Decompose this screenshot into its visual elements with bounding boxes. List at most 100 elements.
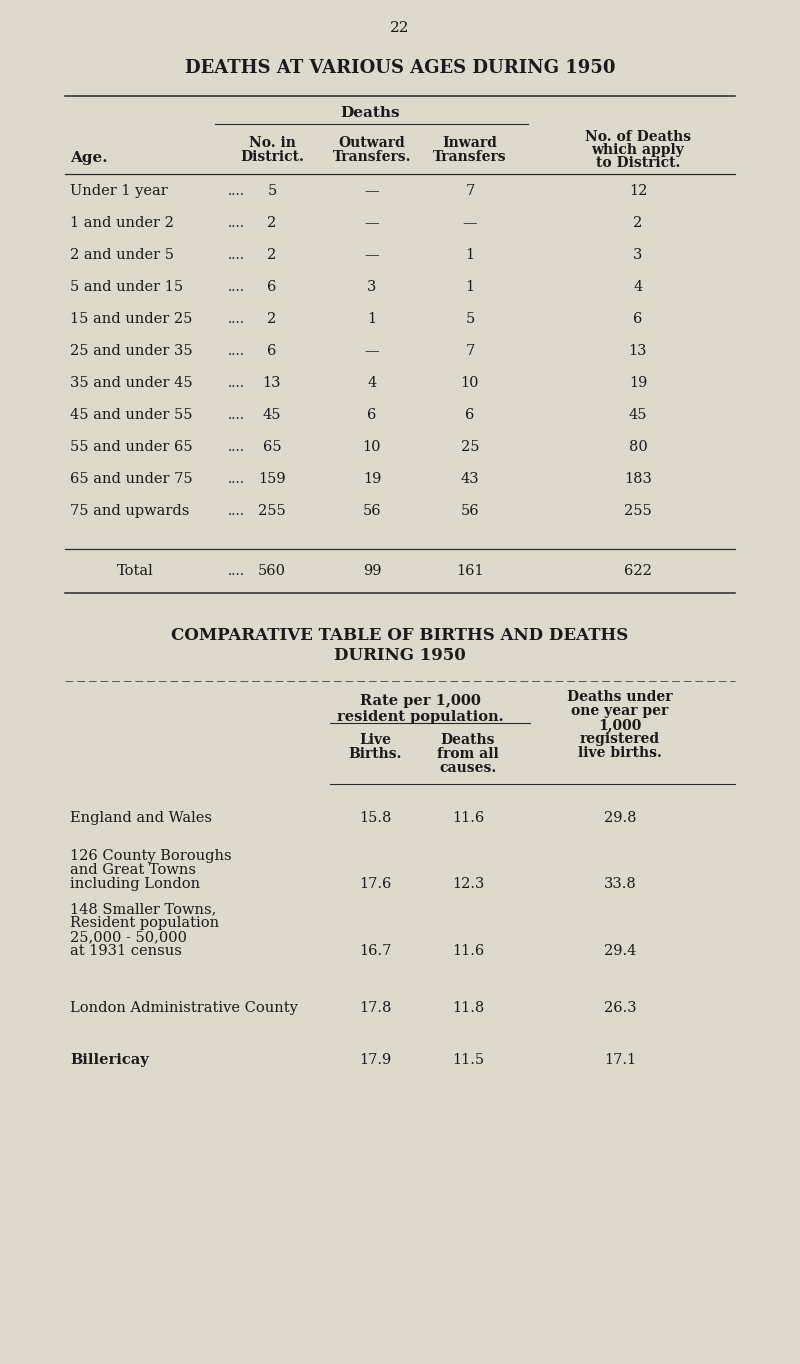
- Text: 2: 2: [267, 312, 277, 326]
- Text: ....: ....: [228, 472, 245, 486]
- Text: 12: 12: [629, 184, 647, 198]
- Text: 6: 6: [466, 408, 474, 421]
- Text: ....: ....: [228, 408, 245, 421]
- Text: 26.3: 26.3: [604, 1001, 636, 1015]
- Text: Resident population: Resident population: [70, 917, 219, 930]
- Text: 10: 10: [461, 376, 479, 390]
- Text: 15.8: 15.8: [359, 812, 391, 825]
- Text: 13: 13: [629, 344, 647, 357]
- Text: from all: from all: [437, 747, 499, 761]
- Text: DEATHS AT VARIOUS AGES DURING 1950: DEATHS AT VARIOUS AGES DURING 1950: [185, 59, 615, 76]
- Text: 5: 5: [466, 312, 474, 326]
- Text: 255: 255: [258, 505, 286, 518]
- Text: ....: ....: [228, 216, 245, 231]
- Text: 17.6: 17.6: [359, 877, 391, 891]
- Text: DURING 1950: DURING 1950: [334, 647, 466, 663]
- Text: Outward: Outward: [338, 136, 406, 150]
- Text: 35 and under 45: 35 and under 45: [70, 376, 193, 390]
- Text: 65: 65: [262, 441, 282, 454]
- Text: 25,000 - 50,000: 25,000 - 50,000: [70, 930, 187, 944]
- Text: 2 and under 5: 2 and under 5: [70, 248, 174, 262]
- Text: 6: 6: [267, 280, 277, 295]
- Text: 1 and under 2: 1 and under 2: [70, 216, 174, 231]
- Text: 11.6: 11.6: [452, 812, 484, 825]
- Text: 11.6: 11.6: [452, 944, 484, 958]
- Text: —: —: [462, 216, 478, 231]
- Text: —: —: [365, 344, 379, 357]
- Text: 11.8: 11.8: [452, 1001, 484, 1015]
- Text: 2: 2: [267, 248, 277, 262]
- Text: England and Wales: England and Wales: [70, 812, 212, 825]
- Text: 13: 13: [262, 376, 282, 390]
- Text: COMPARATIVE TABLE OF BIRTHS AND DEATHS: COMPARATIVE TABLE OF BIRTHS AND DEATHS: [171, 626, 629, 644]
- Text: ....: ....: [228, 563, 245, 578]
- Text: 2: 2: [267, 216, 277, 231]
- Text: 2: 2: [634, 216, 642, 231]
- Text: 45: 45: [262, 408, 282, 421]
- Text: Under 1 year: Under 1 year: [70, 184, 168, 198]
- Text: 45: 45: [629, 408, 647, 421]
- Text: 622: 622: [624, 563, 652, 578]
- Text: —: —: [365, 184, 379, 198]
- Text: 80: 80: [629, 441, 647, 454]
- Text: 22: 22: [390, 20, 410, 35]
- Text: —: —: [365, 216, 379, 231]
- Text: 1: 1: [466, 248, 474, 262]
- Text: 11.5: 11.5: [452, 1053, 484, 1067]
- Text: registered: registered: [580, 732, 660, 746]
- Text: District.: District.: [240, 150, 304, 164]
- Text: Age.: Age.: [70, 151, 108, 165]
- Text: 56: 56: [461, 505, 479, 518]
- Text: 7: 7: [466, 344, 474, 357]
- Text: 56: 56: [362, 505, 382, 518]
- Text: 5: 5: [267, 184, 277, 198]
- Text: Births.: Births.: [348, 747, 402, 761]
- Text: Billericay: Billericay: [70, 1053, 149, 1067]
- Text: —: —: [365, 248, 379, 262]
- Text: 10: 10: [362, 441, 382, 454]
- Text: 6: 6: [634, 312, 642, 326]
- Text: 255: 255: [624, 505, 652, 518]
- Text: 148 Smaller Towns,: 148 Smaller Towns,: [70, 902, 216, 917]
- Text: 19: 19: [363, 472, 381, 486]
- Text: Transfers: Transfers: [433, 150, 507, 164]
- Text: 6: 6: [367, 408, 377, 421]
- Text: 560: 560: [258, 563, 286, 578]
- Text: 17.1: 17.1: [604, 1053, 636, 1067]
- Text: ....: ....: [228, 280, 245, 295]
- Text: Deaths: Deaths: [441, 732, 495, 747]
- Text: 19: 19: [629, 376, 647, 390]
- Text: 183: 183: [624, 472, 652, 486]
- Text: 4: 4: [634, 280, 642, 295]
- Text: London Administrative County: London Administrative County: [70, 1001, 298, 1015]
- Text: 17.8: 17.8: [359, 1001, 391, 1015]
- Text: 65 and under 75: 65 and under 75: [70, 472, 193, 486]
- Text: causes.: causes.: [439, 761, 497, 775]
- Text: ....: ....: [228, 505, 245, 518]
- Text: Transfers.: Transfers.: [333, 150, 411, 164]
- Text: 43: 43: [461, 472, 479, 486]
- Text: 1: 1: [466, 280, 474, 295]
- Text: one year per: one year per: [571, 704, 669, 717]
- Text: 45 and under 55: 45 and under 55: [70, 408, 193, 421]
- Text: 5 and under 15: 5 and under 15: [70, 280, 183, 295]
- Text: live births.: live births.: [578, 746, 662, 760]
- Text: 25: 25: [461, 441, 479, 454]
- Text: 15 and under 25: 15 and under 25: [70, 312, 192, 326]
- Text: 3: 3: [634, 248, 642, 262]
- Text: and Great Towns: and Great Towns: [70, 863, 196, 877]
- Text: ....: ....: [228, 376, 245, 390]
- Text: Live: Live: [359, 732, 391, 747]
- Text: Rate per 1,000: Rate per 1,000: [359, 694, 481, 708]
- Text: No. of Deaths: No. of Deaths: [585, 130, 691, 145]
- Text: 12.3: 12.3: [452, 877, 484, 891]
- Text: 75 and upwards: 75 and upwards: [70, 505, 190, 518]
- Text: Inward: Inward: [442, 136, 498, 150]
- Text: 17.9: 17.9: [359, 1053, 391, 1067]
- Text: 1: 1: [367, 312, 377, 326]
- Text: ....: ....: [228, 441, 245, 454]
- Text: 55 and under 65: 55 and under 65: [70, 441, 193, 454]
- Text: 161: 161: [456, 563, 484, 578]
- Text: 4: 4: [367, 376, 377, 390]
- Text: to District.: to District.: [596, 155, 680, 170]
